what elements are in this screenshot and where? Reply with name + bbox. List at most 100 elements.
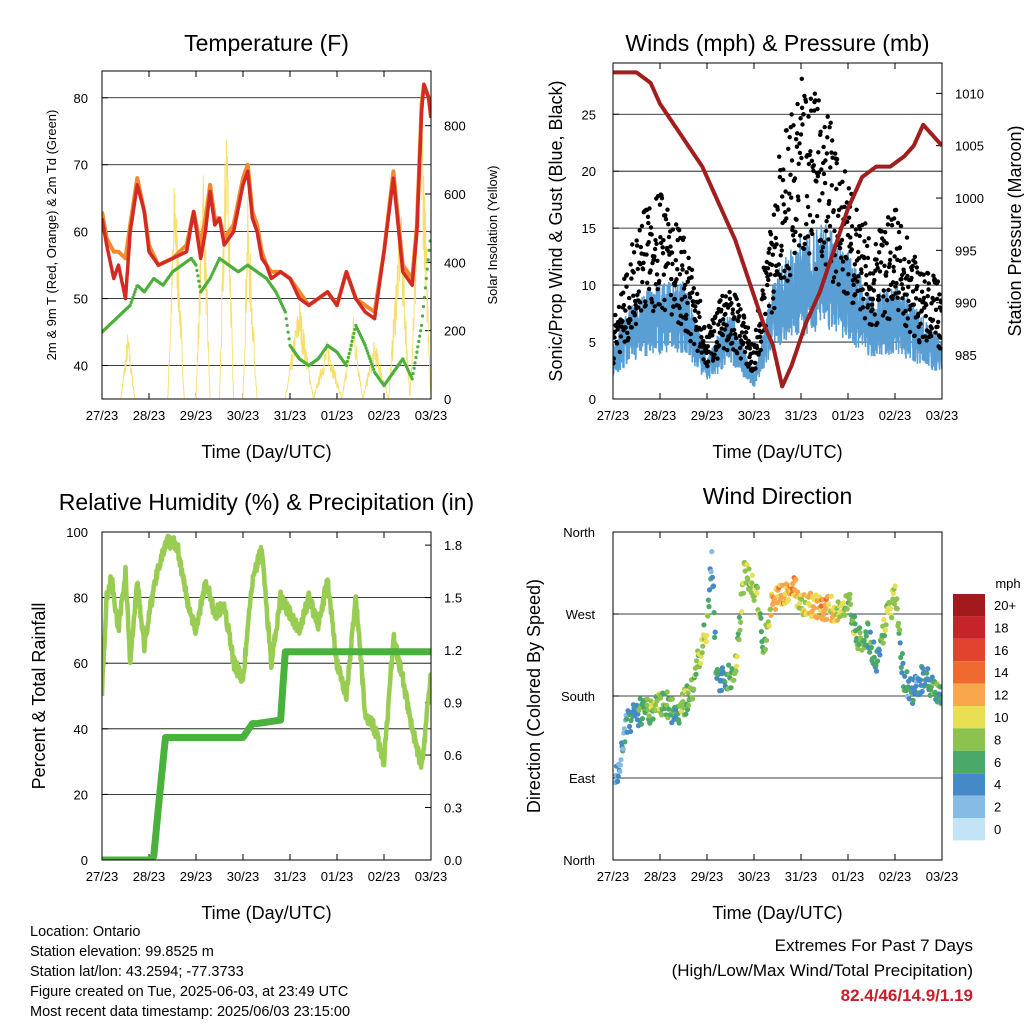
gust-point (635, 266, 640, 272)
dewpoint-point (131, 295, 135, 299)
direction-point (818, 603, 824, 609)
x-tick-label: 28/23 (133, 408, 166, 423)
gust-point (767, 246, 772, 251)
dewpoint-point (194, 263, 198, 267)
gust-point (805, 204, 811, 210)
gust-point (618, 334, 624, 339)
plot-frame (101, 531, 432, 861)
gust-point (789, 158, 795, 163)
gust-point (673, 258, 678, 263)
direction-point (767, 606, 774, 612)
dewpoint-point (345, 359, 349, 364)
direction-point (897, 640, 903, 646)
direction-point (857, 625, 863, 631)
gust-point (904, 292, 909, 297)
gust-point (899, 276, 904, 282)
gust-point (777, 272, 782, 277)
gust-point (781, 167, 786, 172)
gust-point (802, 93, 807, 99)
direction-point (712, 629, 718, 635)
direction-point (703, 639, 709, 645)
gust-point (809, 228, 814, 233)
direction-point (734, 663, 740, 669)
figure-created: Figure created on Tue, 2025-06-03, at 23… (30, 984, 349, 1000)
direction-point (936, 691, 942, 697)
gust-point (616, 304, 622, 310)
gust-point (720, 332, 725, 338)
direction-point (637, 696, 643, 702)
direction-point (652, 702, 659, 708)
direction-point (904, 669, 910, 675)
gust-point (721, 346, 727, 351)
direction-point (846, 596, 853, 602)
gust-point (766, 303, 772, 309)
gust-point (771, 296, 776, 301)
gust-point (796, 243, 802, 248)
extremes-values: 82.4/46/14.9/1.19 (840, 986, 973, 1005)
gust-point (890, 294, 895, 299)
y-axis-label: Sonic/Prop Wind & Gust (Blue, Black) (546, 80, 566, 381)
direction-point (634, 702, 640, 708)
direction-point (766, 623, 772, 629)
direction-point (888, 605, 894, 612)
gust-point (711, 321, 716, 326)
gust-point (639, 308, 644, 313)
gust-point (743, 330, 749, 335)
gust-point (886, 287, 891, 293)
gust-point (737, 333, 742, 339)
gust-point (862, 316, 868, 321)
y-tick-label: 50 (74, 292, 88, 307)
direction-point (754, 590, 760, 596)
gust-point (645, 214, 651, 219)
gust-point (716, 343, 722, 348)
dewpoint-point (428, 239, 431, 243)
gust-point (787, 191, 792, 196)
x-tick-label: 31/23 (274, 869, 307, 884)
gust-point (719, 326, 724, 331)
gust-point (840, 267, 845, 272)
direction-point (654, 698, 660, 704)
gust-point (711, 329, 717, 334)
gust-point (838, 241, 843, 246)
gust-point (851, 300, 856, 305)
y-tick-label-right: 1005 (955, 139, 984, 154)
gust-point (780, 194, 785, 199)
y-tick-label-right: 1010 (955, 86, 984, 101)
colorbar-tick-label: 2 (994, 800, 1001, 815)
gust-point (637, 300, 643, 305)
gust-point (862, 239, 867, 244)
y-tick-label: 60 (74, 225, 88, 240)
series-relative-humidity (102, 533, 431, 770)
gust-point (752, 360, 758, 366)
gust-point (646, 286, 652, 292)
direction-point (898, 664, 904, 671)
gust-point (816, 98, 821, 103)
direction-point (709, 574, 716, 580)
chart-title: Relative Humidity (%) & Precipitation (i… (59, 489, 474, 515)
gust-point (737, 345, 743, 351)
gust-point (715, 310, 720, 316)
gust-point (834, 157, 840, 162)
gust-point (878, 260, 884, 265)
colorbar-swatch (953, 728, 985, 751)
colorbar-tick-label: 12 (994, 688, 1008, 703)
direction-point (844, 606, 850, 612)
direction-point (920, 665, 926, 671)
gust-point (873, 242, 878, 247)
direction-point (847, 591, 853, 597)
gust-point (913, 296, 919, 301)
gust-point (824, 228, 829, 234)
gust-point (632, 313, 637, 318)
gust-point (683, 316, 689, 321)
gust-point (939, 308, 942, 313)
gust-point (766, 277, 771, 283)
gust-point (631, 250, 637, 255)
gust-point (670, 261, 675, 267)
gust-point (894, 281, 899, 286)
gust-point (685, 279, 690, 284)
x-tick-label: 30/23 (738, 869, 771, 884)
gust-point (630, 242, 635, 247)
chart-winds: Winds (mph) & Pressure (mb) Time (Day/UTC… (546, 30, 1024, 462)
direction-point (758, 615, 764, 621)
y-tick-label: 5 (589, 335, 596, 350)
